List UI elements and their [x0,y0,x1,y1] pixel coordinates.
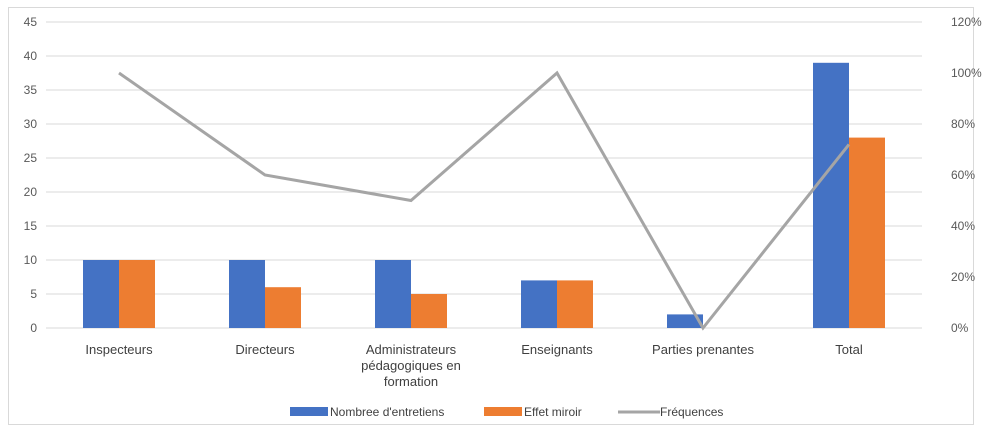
legend: Nombree d'entretiens Effet miroir Fréquenc… [290,405,723,419]
left-tick-label: 0 [30,321,37,335]
legend-label: Effet miroir [524,405,582,419]
category-label: Administrateurs pédagogiques en formation [361,342,461,389]
bar [83,260,119,328]
left-tick-label: 45 [24,15,38,29]
bar [849,137,885,328]
left-tick-label: 15 [24,219,38,233]
bars [83,62,885,329]
frequency-line [118,70,851,331]
left-tick-label: 35 [24,83,38,97]
left-tick-label: 40 [24,49,38,63]
category-label-line: Enseignants [521,342,593,357]
left-tick-label: 25 [24,151,38,165]
gridlines [46,21,922,329]
right-tick-label: 20% [951,270,975,284]
category-label: Total [835,342,863,357]
right-tick-label: 120% [951,15,982,29]
bar [813,62,849,329]
legend-label: Nombree d'entretiens [330,405,444,419]
legend-swatch [290,407,328,416]
left-tick-label: 5 [30,287,37,301]
category-label-line: Administrateurs [366,342,457,357]
category-label-line: Total [835,342,863,357]
bar [119,260,155,328]
legend-label: Fréquences [660,405,723,419]
category-label-line: Parties prenantes [652,342,754,357]
bar [375,260,411,328]
category-label: Inspecteurs [85,342,153,357]
right-tick-label: 0% [951,321,969,335]
category-label-line: Directeurs [235,342,295,357]
bar [667,314,703,328]
bar [557,280,593,328]
category-label: Directeurs [235,342,295,357]
bar [521,280,557,328]
left-axis-ticks: 0 5 10 15 20 25 30 35 40 45 [24,15,38,335]
category-label-line: Inspecteurs [85,342,153,357]
left-tick-label: 20 [24,185,38,199]
right-tick-label: 40% [951,219,975,233]
right-tick-label: 100% [951,66,982,80]
bar [229,260,265,328]
category-labels: Inspecteurs Directeurs Administrateurs péda… [85,342,862,389]
left-tick-label: 30 [24,117,38,131]
frequency-line-path [118,70,851,331]
category-label-line: pédagogiques en [361,358,461,373]
category-label: Parties prenantes [652,342,754,357]
bar [265,287,301,328]
right-axis-ticks: 0% 20% 40% 60% 80% 100% 120% [951,15,982,335]
legend-swatch [484,407,522,416]
category-label: Enseignants [521,342,593,357]
bar [411,294,447,328]
category-label-line: formation [384,374,438,389]
left-tick-label: 10 [24,253,38,267]
right-tick-label: 60% [951,168,975,182]
right-tick-label: 80% [951,117,975,131]
